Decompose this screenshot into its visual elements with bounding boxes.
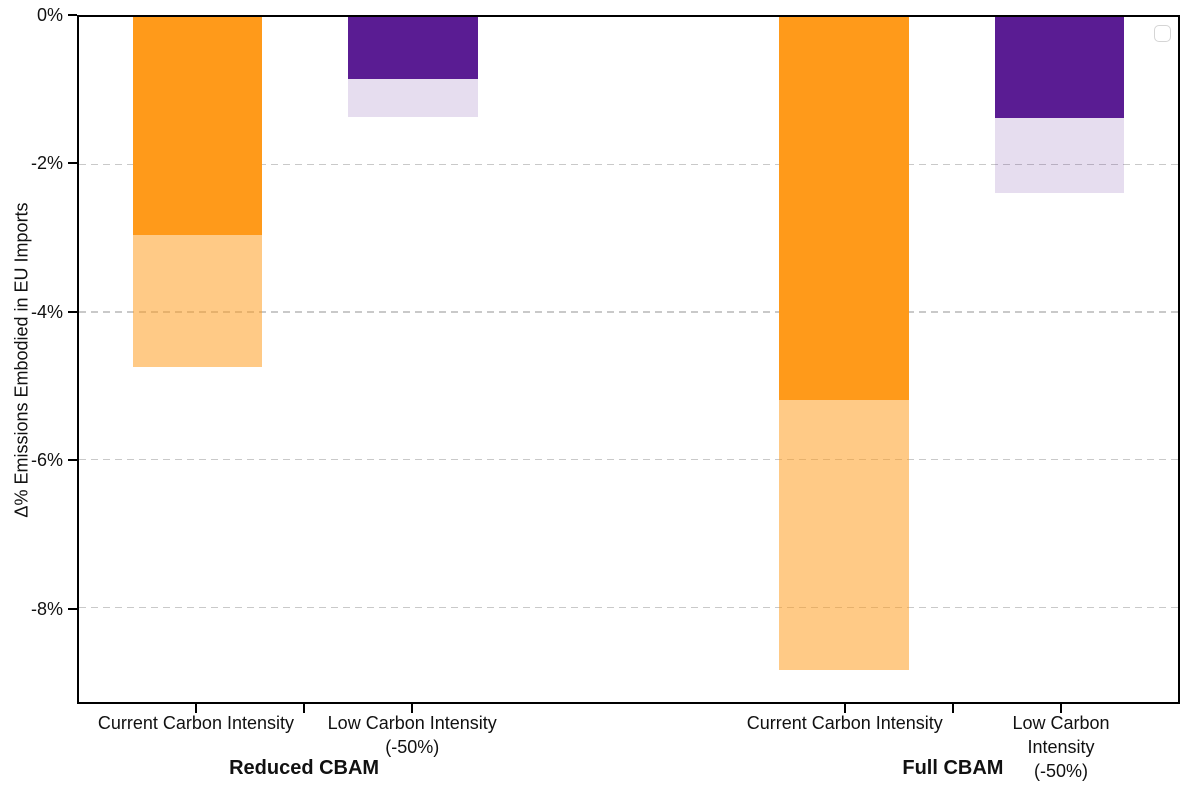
gridline-2pct [79,163,1178,166]
bar-full-cbam-current-carbon-intensity-segment-2 [779,400,909,671]
group-label-full-cbam: Full CBAM [902,757,1004,779]
bar-reduced-cbam-current-carbon-intensity-segment-2 [132,235,263,367]
bar-reduced-cbam-current-carbon-intensity-segment-1 [132,17,263,236]
y-tick-0pct [68,14,77,16]
x-tick-minor-2 [951,704,954,713]
y-tick-label-6pct: -6% [30,450,63,471]
x-tick-label-reduced-cbam-low-carbon-intensity: Low Carbon Intensity (-50%) [327,713,497,757]
x-tick-reduced-cbam-current-carbon-intensity [194,704,197,713]
bar-full-cbam-low-carbon-intensity-segment-2 [994,118,1125,193]
x-tick-label-full-cbam-current-carbon-intensity: Current Carbon Intensity [746,713,943,733]
x-tick-full-cbam-low-carbon-intensity [1060,704,1063,713]
y-tick-label-8pct: -8% [30,598,63,619]
bar-full-cbam-current-carbon-intensity-segment-1 [779,17,909,401]
y-tick-8pct [68,607,77,610]
x-tick-label-reduced-cbam-current-carbon-intensity: Current Carbon Intensity [97,713,294,733]
y-tick-label-2pct: -2% [30,153,63,174]
x-tick-reduced-cbam-low-carbon-intensity [411,704,414,713]
plot-area [77,15,1180,704]
gridline-4pct [79,311,1178,313]
legend-box [1154,25,1171,42]
x-tick-full-cbam-current-carbon-intensity [843,704,846,713]
gridline-8pct [79,606,1178,609]
y-tick-4pct [68,310,77,313]
group-label-reduced-cbam: Reduced CBAM [229,757,380,779]
y-tick-label-0pct: 0% [36,5,63,25]
bar-reduced-cbam-low-carbon-intensity-segment-2 [348,79,478,117]
x-tick-minor-1 [303,704,306,713]
bar-full-cbam-low-carbon-intensity-segment-1 [994,17,1125,119]
y-tick-label-4pct: -4% [30,301,63,322]
y-tick-2pct [68,162,77,165]
y-tick-6pct [68,459,77,462]
bar-reduced-cbam-low-carbon-intensity-segment-1 [348,17,478,79]
gridline-6pct [79,458,1178,461]
x-tick-label-full-cbam-low-carbon-intensity: Low Carbon Intensity (-50%) [1012,713,1110,781]
